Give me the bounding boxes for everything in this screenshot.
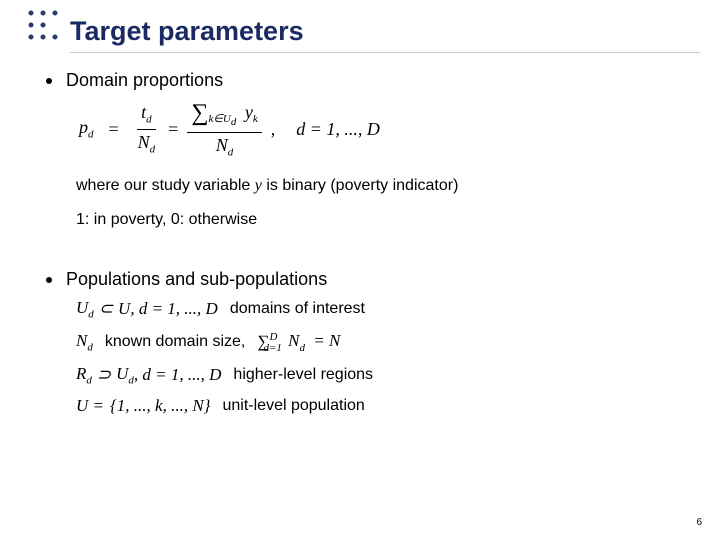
section-heading: Domain proportions (66, 70, 223, 91)
section-heading: Populations and sub-populations (66, 269, 327, 290)
page-number: 6 (696, 517, 702, 528)
logo-dots (28, 10, 60, 47)
equation-pd: pd = td Nd = ∑k∈Ud yk Nd , d = 1, ..., D (76, 99, 676, 159)
bullet-icon (46, 277, 52, 283)
content-area: Domain proportions pd = td Nd = ∑k∈Ud yk… (46, 70, 676, 426)
pop-line-unit-population: U = {1, ..., k, ..., N} unit-level popul… (76, 396, 676, 416)
bullet-icon (46, 78, 52, 84)
eq-frac1: td Nd (134, 102, 160, 157)
section-populations: Populations and sub-populations Ud ⊂ U ,… (46, 269, 676, 416)
codes-text: 1: in poverty, 0: otherwise (76, 211, 676, 229)
pop-line-domains: Ud ⊂ U , d = 1, ..., D domains of intere… (76, 298, 676, 320)
eq-equals: = (109, 119, 119, 140)
eq-lhs: pd (79, 117, 94, 141)
where-text: where our study variable y is binary (po… (76, 177, 676, 195)
slide-title: Target parameters (70, 16, 304, 47)
eq-equals2: = (168, 119, 178, 140)
title-underline (70, 52, 700, 53)
pop-line-regions: Rd ⊃ Ud , d = 1, ..., D higher-level reg… (76, 364, 676, 386)
section-domain-proportions: Domain proportions (46, 70, 676, 91)
eq-frac2: ∑k∈Ud yk Nd (187, 99, 261, 159)
eq-condition: d = 1, ..., D (296, 119, 380, 140)
pop-line-domain-size: Nd known domain size, ∑Dd=1 Nd = N (76, 331, 676, 354)
